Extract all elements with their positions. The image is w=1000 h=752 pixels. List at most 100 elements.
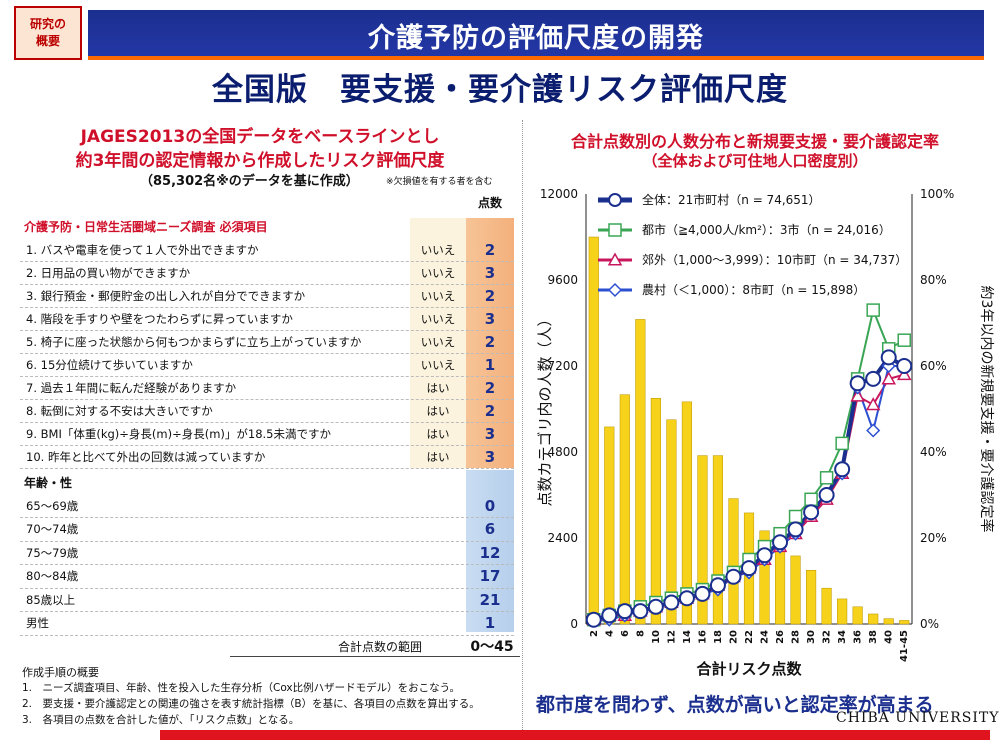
question-text: 8. 転倒に対する不安は大きいですか (26, 403, 213, 418)
question-text: 2. 日用品の買い物ができますか (26, 265, 191, 280)
y-tick-label-right: 20% (920, 531, 947, 545)
points-value: 3 (484, 263, 496, 282)
x-tick-label: 12 (666, 630, 677, 644)
legend-marker (607, 252, 623, 266)
note-item: 1. ニーズ調査項目、年齢、性を投入した生存分析（Cox比例ハザードモデル）をお… (22, 682, 461, 694)
legend-label: 郊外（1,000～3,999）：10市町（n = 34,737） (642, 252, 907, 267)
score-range-value: 0～45 (470, 639, 514, 655)
y-tick-label-right: 100% (920, 187, 954, 201)
bar (821, 587, 832, 625)
legend-label: 全体：21市町村（n = 74,651） (642, 192, 821, 207)
risk-score-table: 点数 介護予防・日常生活圏域ニーズ調査 必須項目 1. バスや電車を使って１人で… (20, 190, 520, 660)
series-point (787, 521, 804, 538)
y-tick-label-left: 12000 (540, 187, 578, 201)
answer-text: いいえ (420, 265, 456, 280)
bar (728, 498, 739, 625)
points-column-survey (466, 218, 514, 468)
bar (852, 606, 863, 625)
missing-value-note: ※欠損値を有する者を含む (386, 177, 493, 187)
row-separator (20, 422, 514, 423)
table-row: 1. バスや電車を使って１人で外出できますか いいえ 2 (20, 238, 514, 261)
y-tick-label-left: 2400 (547, 531, 578, 545)
title-underline (88, 56, 984, 60)
series-point (866, 303, 880, 317)
question-text: 1. バスや電車を使って１人で外出できますか (26, 242, 259, 257)
series-point (741, 560, 757, 577)
table-row: 5. 椅子に座った状態から何もつかまらずに立ち上がっていますか いいえ 2 (20, 330, 514, 353)
series-point (694, 585, 711, 602)
points-value: 17 (479, 567, 501, 585)
series-point (818, 487, 835, 503)
demographic-label: 70～74歳 (26, 522, 79, 536)
bar (806, 570, 817, 625)
y-tick-label-left: 9600 (547, 273, 578, 287)
demographic-label: 85歳以上 (26, 592, 76, 607)
x-tick-label: 34 (837, 630, 848, 644)
series-point (772, 534, 789, 551)
table-row: 65～69歳 0 (20, 494, 514, 517)
table-row: 9. BMI「体重(kg)÷身長(m)÷身長(m)」が18.5未満ですか はい 3 (20, 422, 514, 445)
series-point (647, 598, 664, 615)
row-separator (20, 540, 514, 542)
x-tick-label: 14 (682, 630, 693, 644)
row-separator (20, 634, 514, 636)
row-separator (20, 376, 514, 377)
table-row: 10. 昨年と比べて外出の回数は減っていますか はい 3 (20, 445, 514, 468)
y-tick-label-left: 4800 (547, 445, 578, 459)
points-value: 3 (484, 309, 496, 328)
series-point (663, 594, 680, 611)
series-point (678, 590, 695, 607)
note-item: 2. 要支援・要介護認定との関連の強さを表す統計指標（B）を基に、各項目の点数を… (22, 698, 480, 710)
demographic-label: 男性 (26, 616, 49, 630)
bar (774, 541, 786, 625)
y-tick-label-right: 0% (920, 617, 939, 631)
row-separator (20, 564, 514, 565)
points-value: 0 (484, 496, 496, 515)
y-axis-label-left: 点数カテゴリ内の人数（人） (536, 311, 554, 506)
bar (868, 613, 879, 625)
legend-marker (608, 223, 622, 237)
x-tick-label: 8 (635, 630, 646, 637)
x-tick-label: 36 (853, 630, 864, 644)
range-rule (230, 656, 520, 657)
series-point (849, 375, 866, 392)
left-heading-2: 約3年間の認定情報から作成したリスク評価尺度 (75, 151, 445, 171)
x-tick-label: 41-45 (899, 630, 910, 662)
series-point (880, 349, 897, 366)
answer-text: いいえ (420, 357, 456, 372)
series-point (834, 461, 851, 478)
row-separator (20, 468, 514, 469)
x-tick-label: 2 (589, 630, 600, 637)
question-text: 7. 過去１年間に転んだ経験がありますか (26, 380, 237, 395)
series-point (616, 603, 633, 620)
y-axis-label-right: 約3年以内の新規要支援・要介護認定率 (978, 286, 995, 533)
bar (666, 419, 677, 625)
row-separator (20, 399, 514, 400)
row-separator (20, 517, 514, 518)
x-tick-label: 22 (744, 630, 755, 644)
answer-text: いいえ (420, 311, 456, 326)
points-value: 3 (484, 424, 496, 443)
points-value: 21 (479, 590, 501, 609)
table-row: 80～84歳 17 (20, 565, 514, 588)
series-point (881, 371, 896, 385)
points-column-demographic (466, 470, 514, 632)
footer-bar (160, 730, 990, 740)
conclusion-text: 都市度を問わず、点数が高いと認定率が高まる (536, 694, 934, 716)
bar (759, 530, 770, 625)
points-value: 2 (484, 332, 496, 351)
question-text: 9. BMI「体重(kg)÷身長(m)÷身長(m)」が18.5未満ですか (26, 426, 331, 441)
row-separator (20, 587, 514, 589)
points-value: 2 (484, 378, 496, 397)
answer-column-bg (410, 218, 466, 468)
score-range-label: 合計点数の範囲 (338, 640, 423, 654)
page-title-bar: 介護予防の評価尺度の開発 (88, 10, 984, 60)
answer-text: いいえ (420, 242, 456, 257)
table-row: 男性 1 (20, 612, 514, 635)
bar (681, 401, 692, 625)
left-heading-3: （85,302名※のデータを基に作成） (140, 174, 359, 189)
y-tick-label-right: 40% (920, 445, 947, 459)
x-tick-label: 28 (791, 630, 802, 644)
y-tick-label-right: 60% (920, 359, 947, 373)
legend-marker (607, 282, 623, 298)
